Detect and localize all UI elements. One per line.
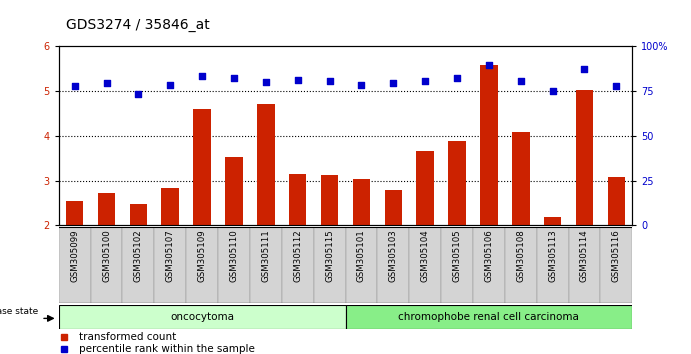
Bar [59,227,91,303]
Bar [537,227,569,303]
Bar [377,227,409,303]
Point [547,88,558,94]
Text: transformed count: transformed count [79,332,176,342]
Text: GSM305110: GSM305110 [229,229,238,282]
Point [579,67,590,72]
Text: oncocytoma: oncocytoma [170,312,234,322]
Point [611,84,622,89]
Bar [473,227,505,303]
Bar [441,227,473,303]
Text: GSM305100: GSM305100 [102,229,111,282]
Bar [352,179,370,225]
Bar [544,217,561,225]
Bar [225,157,243,225]
Text: GSM305114: GSM305114 [580,229,589,282]
Bar [417,152,434,225]
Bar [186,227,218,303]
Bar [346,305,632,329]
Bar [505,227,537,303]
Point [324,78,335,84]
Bar [600,227,632,303]
Bar [193,109,211,225]
Bar [97,193,115,225]
Text: GSM305113: GSM305113 [548,229,557,282]
Text: chromophobe renal cell carcinoma: chromophobe renal cell carcinoma [399,312,579,322]
Bar [66,201,84,225]
Bar [409,227,441,303]
Point [196,73,207,79]
Bar [162,188,179,225]
Text: GSM305108: GSM305108 [516,229,525,282]
Bar [154,227,186,303]
Text: GSM305116: GSM305116 [612,229,621,282]
Text: GSM305109: GSM305109 [198,229,207,282]
Text: GSM305111: GSM305111 [261,229,270,282]
Bar [282,227,314,303]
Text: GSM305102: GSM305102 [134,229,143,282]
Bar [384,190,402,225]
Point [356,82,367,88]
Bar [59,305,346,329]
Bar [512,132,529,225]
Bar [346,227,377,303]
Text: GSM305115: GSM305115 [325,229,334,282]
Point [133,91,144,97]
Bar [91,227,122,303]
Text: GSM305106: GSM305106 [484,229,493,282]
Text: GDS3274 / 35846_at: GDS3274 / 35846_at [66,18,209,32]
Text: percentile rank within the sample: percentile rank within the sample [79,344,255,354]
Point [164,82,176,88]
Bar [321,175,339,225]
Point [451,75,462,81]
Point [101,80,112,86]
Bar [480,65,498,225]
Bar [569,227,600,303]
Point [69,84,80,89]
Bar [576,90,594,225]
Text: GSM305103: GSM305103 [389,229,398,282]
Bar [218,227,250,303]
Text: GSM305099: GSM305099 [70,229,79,282]
Bar [122,227,154,303]
Text: GSM305112: GSM305112 [293,229,302,282]
Text: GSM305105: GSM305105 [453,229,462,282]
Bar [448,141,466,225]
Point [515,78,527,84]
Bar [314,227,346,303]
Point [292,77,303,82]
Text: GSM305101: GSM305101 [357,229,366,282]
Text: GSM305104: GSM305104 [421,229,430,282]
Bar [250,227,282,303]
Bar [257,104,274,225]
Point [483,63,494,68]
Text: disease state: disease state [0,307,38,316]
Point [419,78,430,84]
Point [388,80,399,86]
Text: GSM305107: GSM305107 [166,229,175,282]
Bar [289,174,307,225]
Point [229,75,240,81]
Bar [130,204,147,225]
Point [261,79,272,85]
Bar [607,177,625,225]
